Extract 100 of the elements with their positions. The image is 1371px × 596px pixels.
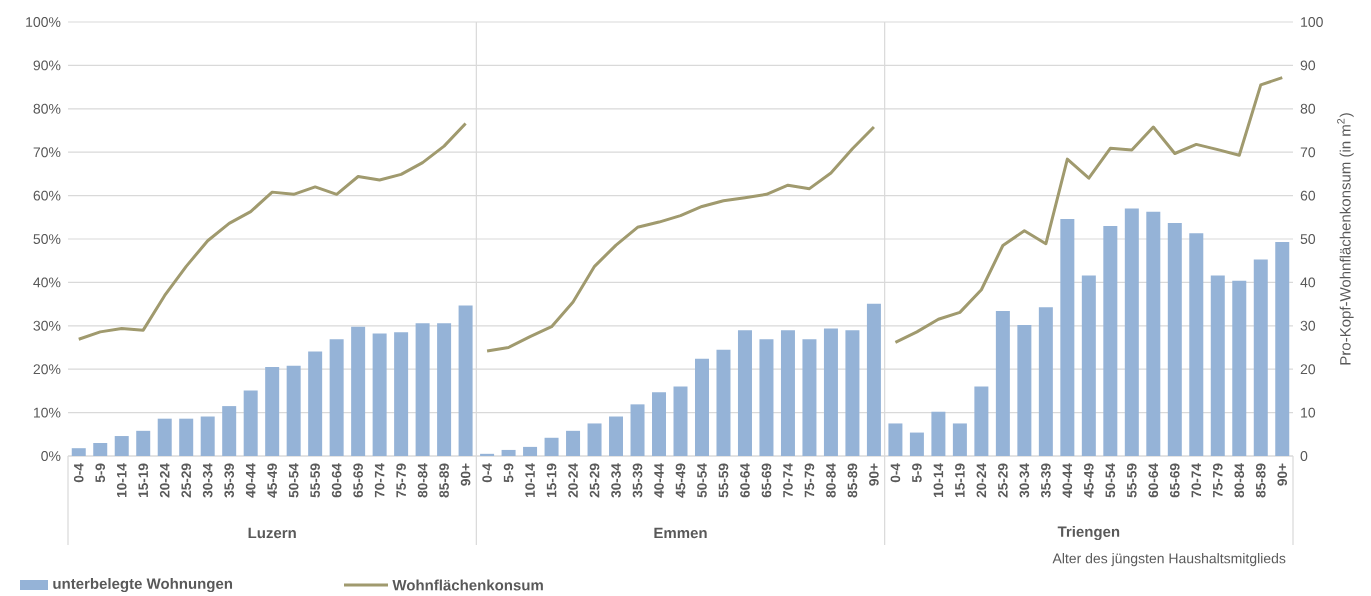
bar [780,330,795,456]
x-tick-label: 45-49 [267,463,277,498]
x-tick-label: 25-29 [181,463,192,498]
x-tick-label: 75-79 [1212,463,1223,498]
bar [308,351,323,456]
x-tick-label: 10-14 [525,463,535,497]
y2-tick-label: 100 [1301,17,1323,27]
text: Emmen [654,527,707,539]
bar [544,437,559,456]
x-tick-label: 40-44 [1062,463,1073,498]
y-tick-label: 10% [33,407,61,418]
x-tick-label: 60-64 [740,463,750,498]
y-tick-label: 70% [33,147,61,158]
bar [1081,275,1096,456]
bar [909,432,924,456]
x-tick-label: 25-29 [589,463,600,498]
x-tick-label: 40-44 [245,463,256,498]
x-tick-label: 40-44 [654,463,664,498]
bar [673,386,688,456]
bar [630,404,645,456]
x-tick-label: 50-54 [288,463,299,498]
x-tick-label: 75-79 [396,463,406,498]
y-tick-label: 100% [26,17,61,27]
bar [71,448,86,456]
x-tick-label: 20-24 [976,463,987,498]
bar [716,349,731,456]
x-tick-label: 10-14 [933,463,944,497]
y2-tick-label: 40 [1300,277,1316,288]
legend-label: unterbelegte Wohnungen [53,577,233,593]
bar [394,332,409,456]
x-tick-label: 30-34 [1019,463,1030,498]
bar [1189,233,1204,456]
bar [179,418,194,456]
y-tick-label: 20% [33,364,61,375]
y2-tick-label: 30 [1300,320,1316,331]
bar [652,392,667,456]
x-tick-label: 20-24 [568,463,578,498]
x-tick-label: 90+ [1277,463,1288,486]
bar [501,449,516,456]
x-tick-label: 5-9 [912,463,922,483]
bar [114,436,129,456]
bar [1146,211,1161,456]
bar [974,386,989,456]
x-tick-label: 30-34 [202,463,213,498]
x-tick-label: 85-89 [1255,463,1266,498]
x-tick-label: 50-54 [697,463,707,498]
bar [1124,208,1139,456]
bar [823,328,838,456]
y-tick-label: 30% [33,320,61,331]
x-tick-label: 45-49 [1084,463,1094,498]
x-tick-label: 0-4 [482,463,492,483]
bar [415,323,430,456]
x-tick-label: 80-84 [417,463,428,498]
bar [802,339,817,456]
x-tick-label: 55-59 [310,463,320,498]
bar [931,411,946,456]
bar [480,453,495,456]
y2-tick-label: 90 [1300,60,1316,71]
bar [587,423,602,456]
bar [1232,280,1247,456]
bar [265,367,280,456]
x-tick-label: 85-89 [847,463,858,498]
x-tick-label: 80-84 [1234,463,1245,498]
x-tick-label: 5-9 [503,463,514,483]
y-tick-label: 50% [33,234,61,244]
x-tick-label: 55-59 [1126,463,1137,498]
bar [1038,307,1053,456]
y-tick-label: 0% [41,451,61,461]
y2-tick-label: 0 [1300,451,1308,461]
bar [995,311,1010,456]
x-tick-label: 60-64 [331,463,342,498]
x-tick-label: 70-74 [1191,463,1202,498]
bar [1017,324,1032,456]
bar [952,423,967,456]
x-tick-label: 85-89 [439,463,449,498]
bar [200,416,215,456]
x-tick-label: 60-64 [1148,463,1159,498]
x-tick-label: 65-69 [1169,463,1180,498]
bar [1060,219,1075,456]
y2-tick-label: 60 [1300,190,1316,201]
bar [372,333,387,456]
bar [694,358,709,456]
x-tick-label: 5-9 [95,463,106,483]
x-tick-label: 75-79 [804,463,815,498]
bar [609,416,624,456]
x-axis-title: Alter des jüngsten Haushaltsmitglieds [1052,553,1286,567]
x-tick-label: 65-69 [761,463,772,498]
legend-label: Wohnflächenkonsum [392,579,543,591]
bar [1167,222,1182,456]
x-tick-label: 15-19 [955,463,965,497]
x-tick-label: 70-74 [374,463,385,498]
bar [93,442,108,456]
x-tick-label: 90+ [869,463,879,486]
bar [136,430,151,456]
bar [845,330,860,456]
bar [437,323,452,456]
x-tick-label: 0-4 [890,463,901,483]
y-tick-label: 90% [33,60,61,71]
text: Triengen [1057,525,1120,541]
x-tick-label: 45-49 [675,463,686,498]
